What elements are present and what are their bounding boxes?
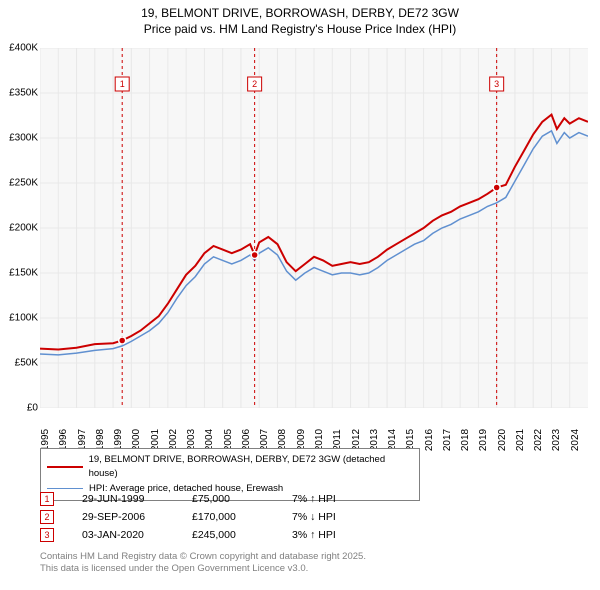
y-tick-label: £300K [9,133,38,144]
marker-date: 29-SEP-2006 [82,511,192,523]
legend-row: 19, BELMONT DRIVE, BORROWASH, DERBY, DE7… [47,453,413,482]
x-axis: 1995199619971998199920002001200220032004… [40,410,588,446]
y-tick-label: £50K [15,358,38,369]
x-tick-label: 2021 [515,429,526,451]
title-line-2: Price paid vs. HM Land Registry's House … [0,22,600,38]
marker-price: £75,000 [192,493,292,505]
legend-swatch [47,466,83,468]
marker-pct: 7% ↑ HPI [292,493,372,505]
marker-date: 03-JAN-2020 [82,529,192,541]
footer: Contains HM Land Registry data © Crown c… [40,551,366,576]
y-tick-label: £0 [27,403,38,414]
svg-text:2: 2 [252,79,257,89]
marker-pct: 3% ↑ HPI [292,529,372,541]
chart-plot-area: 1 2 3 [40,48,588,408]
chart-svg: 1 2 3 [40,48,588,408]
marker-badge: 1 [40,492,54,506]
x-tick-label: 2017 [442,429,453,451]
x-tick-label: 2023 [551,429,562,451]
marker-row: 2 29-SEP-2006£170,0007% ↓ HPI [40,508,372,526]
x-tick-label: 2019 [478,429,489,451]
marker-pct: 7% ↓ HPI [292,511,372,523]
marker-row: 1 29-JUN-1999£75,0007% ↑ HPI [40,490,372,508]
marker-price: £245,000 [192,529,292,541]
y-tick-label: £200K [9,223,38,234]
y-tick-label: £250K [9,178,38,189]
legend-swatch [47,488,83,489]
chart-title: 19, BELMONT DRIVE, BORROWASH, DERBY, DE7… [0,0,600,37]
marker-badge: 2 [40,510,54,524]
x-tick-label: 2022 [533,429,544,451]
y-tick-label: £400K [9,43,38,54]
x-tick-label: 2018 [460,429,471,451]
footer-line-2: This data is licensed under the Open Gov… [40,563,366,575]
footer-line-1: Contains HM Land Registry data © Crown c… [40,551,366,563]
marker-date: 29-JUN-1999 [82,493,192,505]
marker-row: 3 03-JAN-2020£245,0003% ↑ HPI [40,526,372,544]
y-axis: £0£50K£100K£150K£200K£250K£300K£350K£400… [0,48,40,408]
x-tick-label: 2020 [497,429,508,451]
title-line-1: 19, BELMONT DRIVE, BORROWASH, DERBY, DE7… [0,6,600,22]
marker-table: 1 29-JUN-1999£75,0007% ↑ HPI 2 29-SEP-2006£… [40,490,372,544]
y-tick-label: £150K [9,268,38,279]
y-tick-label: £350K [9,88,38,99]
svg-text:1: 1 [120,79,125,89]
svg-text:3: 3 [494,79,499,89]
y-tick-label: £100K [9,313,38,324]
x-tick-label: 2024 [570,429,581,451]
x-tick-label: 2016 [424,429,435,451]
legend-label: 19, BELMONT DRIVE, BORROWASH, DERBY, DE7… [89,453,413,482]
marker-badge: 3 [40,528,54,542]
marker-price: £170,000 [192,511,292,523]
